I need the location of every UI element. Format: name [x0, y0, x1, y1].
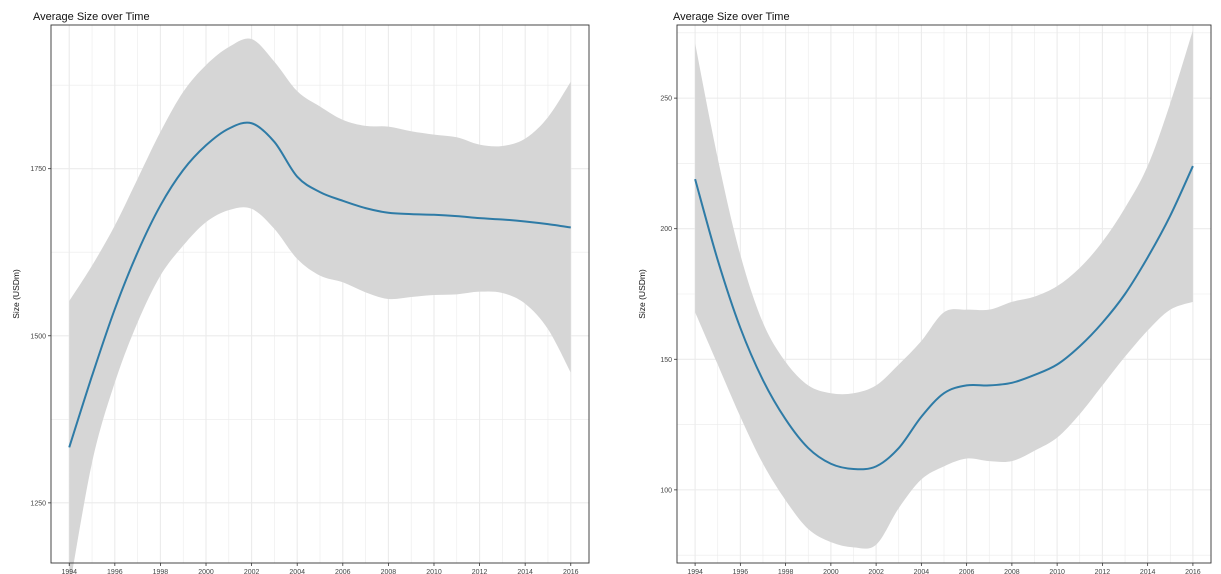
x-tick-label: 2012	[1095, 569, 1111, 574]
plot-border	[676, 24, 1212, 564]
y-tick-label: 1250	[30, 500, 46, 507]
chart-canvas: 1994 1996 1998 2000 2002 2004 2006 2008 2010 2012…	[637, 24, 1212, 574]
x-tick-label: 2008	[1004, 569, 1020, 574]
chart-title: Average Size over Time	[673, 11, 790, 23]
chart-canvas: 1994 1996 1998 2000 2002 2004 2006 2008 2010 2012…	[11, 24, 590, 574]
x-tick-label: 1996	[733, 569, 749, 574]
x-tick-label: 1998	[778, 569, 794, 574]
x-tick-label: 2014	[517, 569, 533, 574]
chart-panel-right: Average Size over Time 1994 1996 1998 2000 2…	[630, 0, 1221, 574]
x-tick-label: 2006	[959, 569, 975, 574]
y-tick-label: 1500	[30, 333, 46, 340]
x-tick-label: 2004	[914, 569, 930, 574]
x-tick-label: 2016	[1185, 569, 1201, 574]
y-tick-label: 150	[660, 357, 672, 364]
confidence-band	[69, 38, 571, 574]
x-tick-label: 2008	[381, 569, 397, 574]
x-tick-label: 2004	[289, 569, 305, 574]
x-tick-label: 2010	[1049, 569, 1065, 574]
x-tick-label: 2012	[472, 569, 488, 574]
y-tick-label: 200	[660, 226, 672, 233]
y-tick-label: 250	[660, 96, 672, 103]
plot-border	[50, 24, 590, 564]
x-tick-label: 2006	[335, 569, 351, 574]
chart-panel-left: Average Size over Time 1994 1996 1998 2000 2…	[0, 0, 600, 574]
x-tick-label: 2000	[198, 569, 214, 574]
x-tick-label: 1994	[61, 569, 77, 574]
chart-title: Average Size over Time	[33, 11, 150, 23]
y-tick-label: 100	[660, 487, 672, 494]
x-tick-label: 2002	[244, 569, 260, 574]
y-axis-label: Size (USDm)	[11, 269, 21, 319]
x-tick-label: 2014	[1140, 569, 1156, 574]
x-tick-label: 2000	[823, 569, 839, 574]
x-tick-label: 1994	[687, 569, 703, 574]
x-tick-label: 2016	[563, 569, 579, 574]
y-tick-label: 1750	[30, 166, 46, 173]
confidence-band	[695, 30, 1193, 549]
y-axis-label: Size (USDm)	[637, 269, 647, 319]
x-tick-label: 2002	[868, 569, 884, 574]
trend-line	[68, 121, 571, 448]
x-tick-label: 1998	[153, 569, 169, 574]
trend-line	[694, 165, 1194, 471]
x-tick-label: 2010	[426, 569, 442, 574]
x-tick-label: 1996	[107, 569, 123, 574]
